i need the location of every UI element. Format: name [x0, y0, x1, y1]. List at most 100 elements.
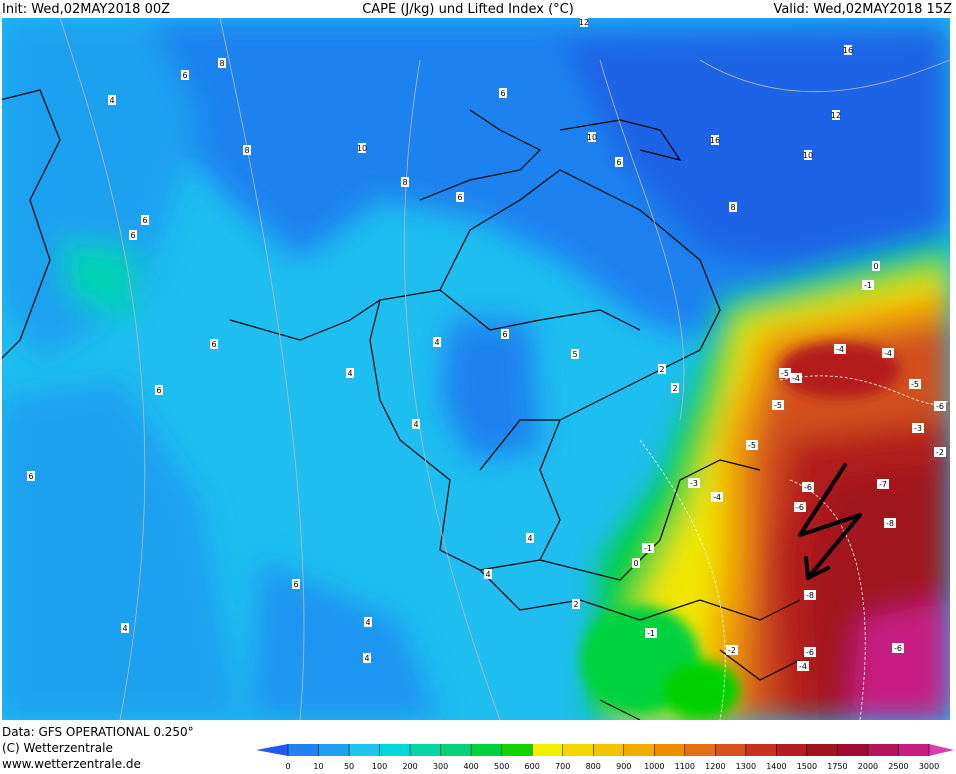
- colorbar-box: [776, 744, 808, 756]
- colorbar-arrow-right: [929, 744, 954, 756]
- colorbar-tick-label: 700: [555, 762, 570, 770]
- contour-label: 8: [730, 203, 735, 212]
- contour-label: -4: [713, 493, 721, 502]
- colorbar-box: [898, 744, 930, 756]
- contour-label-box: [615, 157, 623, 167]
- colorbar: 0 10 50 100 200 300 400 500 600 700 800 900 1000 1100…: [256, 744, 954, 771]
- contour-label: 16: [710, 136, 720, 145]
- contour-label: -3: [914, 424, 922, 433]
- contour-label: -8: [806, 591, 814, 600]
- colorbar-box: [440, 744, 472, 756]
- contour-label-box: [588, 132, 596, 142]
- contour-label: 4: [364, 654, 369, 663]
- contour-label: 2: [573, 600, 578, 609]
- arrow-annotation: [798, 463, 862, 580]
- contour-label-box: [862, 280, 874, 290]
- contour-label: 4: [347, 369, 352, 378]
- colorbar-tick-label: 10: [313, 762, 323, 770]
- contour-label: -6: [894, 644, 902, 653]
- contour-label-box: [934, 401, 946, 411]
- copyright: (C) Wetterzentrale: [2, 741, 113, 755]
- contour-label-box: [642, 543, 654, 553]
- contour-label-box: [292, 579, 300, 589]
- contour-label: -4: [836, 345, 844, 354]
- contour-label: 4: [109, 96, 114, 105]
- contour-label-box: [363, 653, 371, 663]
- contour-label: -1: [647, 629, 655, 638]
- contour-label-box: [772, 400, 784, 410]
- contour-label: 5: [572, 350, 577, 359]
- contour-label-box: [882, 348, 894, 358]
- contour-label-box: [832, 110, 840, 120]
- contour-label-box: [632, 558, 640, 568]
- contour-label-box: [210, 339, 218, 349]
- colorbar-tick-label: 400: [464, 762, 479, 770]
- colorbar-box: [654, 744, 686, 756]
- contour-label: 10: [357, 144, 367, 153]
- contour-label: 8: [244, 146, 249, 155]
- contour-label: -2: [936, 448, 944, 457]
- colorbar-tick-label: 200: [402, 762, 417, 770]
- colorbar-box: [379, 744, 411, 756]
- colorbar-box: [867, 744, 899, 756]
- contour-label: 4: [413, 420, 418, 429]
- contour-label: 4: [485, 570, 490, 579]
- colorbar-box: [501, 744, 533, 756]
- contour-label: -6: [936, 402, 944, 411]
- contour-label-box: [711, 135, 719, 145]
- contour-label-box: [108, 95, 116, 105]
- contour-label: -8: [886, 519, 894, 528]
- contour-label: -5: [781, 369, 789, 378]
- colorbar-tick-label: 800: [586, 762, 601, 770]
- colorbar-tick-label: 1500: [797, 762, 817, 770]
- contour-label: 4: [434, 338, 439, 347]
- contour-label: -7: [879, 480, 887, 489]
- contour-label: -6: [806, 648, 814, 657]
- contour-label-box: [834, 344, 846, 354]
- contour-label: -4: [884, 349, 892, 358]
- contour-label: -5: [774, 401, 782, 410]
- contour-label-box: [155, 385, 163, 395]
- contour-label: -6: [804, 483, 812, 492]
- colorbar-tick-label: 100: [372, 762, 387, 770]
- contour-label: 0: [633, 559, 638, 568]
- contour-label-box: [688, 478, 700, 488]
- colorbar-box: [410, 744, 442, 756]
- contour-label-box: [358, 143, 366, 153]
- contour-label: 2: [659, 365, 664, 374]
- contour-label: 12: [579, 18, 589, 27]
- contour-label: 12: [831, 111, 841, 120]
- colorbar-tick-label: 1100: [675, 762, 695, 770]
- contour-label: 6: [502, 330, 507, 339]
- colorbar-arrow-left: [256, 744, 288, 756]
- contour-label-box: [129, 230, 137, 240]
- contour-label-box: [711, 492, 723, 502]
- contour-label: 8: [402, 178, 407, 187]
- contour-label: 2: [672, 384, 677, 393]
- contour-label: 4: [122, 624, 127, 633]
- contour-label-box: [726, 645, 738, 655]
- colorbar-box: [562, 744, 594, 756]
- contour-label-box: [433, 337, 441, 347]
- contour-label-box: [872, 261, 880, 271]
- init-time: Init: Wed,02MAY2018 00Z: [2, 2, 170, 17]
- contour-label-box: [243, 145, 251, 155]
- cape-detail: [580, 342, 900, 720]
- colorbar-box: [593, 744, 625, 756]
- contour-label-box: [27, 471, 35, 481]
- contour-label: 10: [803, 151, 813, 160]
- colorbar-tick-label: 2000: [858, 762, 878, 770]
- colorbar-tick-label: 500: [494, 762, 509, 770]
- contour-label: -4: [792, 374, 800, 383]
- contour-label: 8: [219, 59, 224, 68]
- contour-label: 6: [500, 89, 505, 98]
- contour-label-box: [121, 623, 129, 633]
- colorbar-tick-label: 50: [344, 762, 354, 770]
- contour-label: -6: [796, 503, 804, 512]
- contour-label-box: [580, 18, 588, 27]
- colorbar-tick-label: 1300: [736, 762, 756, 770]
- colorbar-box: [715, 744, 747, 756]
- contour-label: 6: [182, 71, 187, 80]
